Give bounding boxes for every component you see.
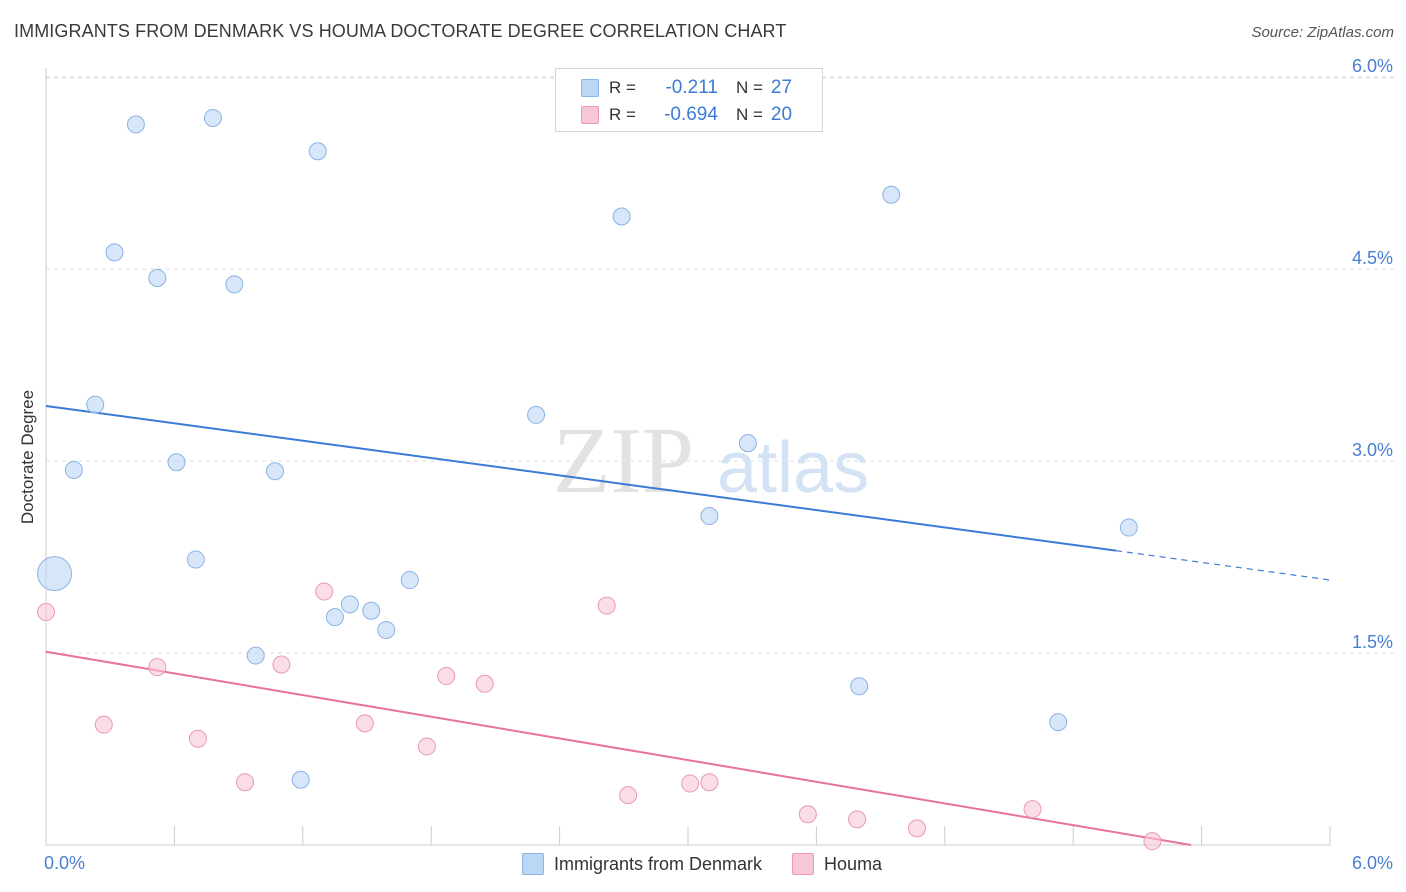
n-value: 20 [770,104,793,125]
denmark-point [700,507,719,526]
denmark-point [291,770,310,789]
houma-trend-line [45,650,1192,846]
denmark-trend-extension [1115,550,1331,581]
denmark-point [325,608,344,627]
denmark-point [1049,713,1068,732]
denmark-point [882,185,901,204]
chart-title: IMMIGRANTS FROM DENMARK VS HOUMA DOCTORA… [14,21,787,41]
houma-point [681,774,700,793]
y-tick-label: 3.0% [1352,440,1393,460]
denmark-point [126,115,145,134]
houma-point [315,582,334,601]
houma-point [437,667,456,686]
axis-layer [45,68,1331,846]
denmark-point [612,207,631,226]
denmark-point [167,453,186,472]
watermark-zip: ZIP [553,409,694,513]
trend-layer [45,404,1331,846]
n-label: N = [735,105,763,124]
legend-item-houma: Houma [792,853,882,875]
denmark-point [86,395,105,414]
houma-point [597,596,616,615]
legend-label-houma: Houma [824,853,883,874]
houma-point [619,786,638,805]
houma-point [355,714,374,733]
houma-point [94,715,113,734]
houma-point [272,655,291,674]
denmark-point [738,434,757,453]
denmark-point [203,108,222,127]
houma-point [417,737,436,756]
y-tick-label: 1.5% [1352,632,1393,652]
y-tick-label: 6.0% [1352,56,1393,76]
n-label: N = [735,78,763,97]
houma-point [700,773,719,792]
blue-swatch [522,853,544,875]
r-value: -0.694 [664,104,718,125]
denmark-point [377,620,396,639]
houma-point [1023,800,1042,819]
n-value: 27 [770,77,793,98]
denmark-point [265,462,284,481]
houma-point [1143,832,1162,851]
houma-point [188,729,207,748]
denmark-point [362,601,381,620]
houma-point [236,773,255,792]
stats-legend-row-pink: R = -0.694 N = 20 [581,104,792,126]
y-tick-label: 4.5% [1352,248,1393,268]
stats-legend: R = -0.211 N = 27 R = -0.694 N = 20 [555,68,823,132]
denmark-point [1119,518,1138,537]
chart-source: Source: ZipAtlas.com [1251,24,1394,41]
r-value: -0.211 [665,77,718,98]
pink-swatch [792,853,815,875]
denmark-point [37,556,73,592]
bottom-legend: Immigrants from Denmark Houma [522,853,882,875]
denmark-point [340,595,359,614]
r-label: R = [609,105,636,124]
legend-item-denmark: Immigrants from Denmark [522,853,762,875]
denmark-point [246,646,265,665]
denmark-trend-line [45,404,1117,552]
houma-point [848,810,867,829]
x-tick-label: 6.0% [1352,853,1393,873]
legend-label-denmark: Immigrants from Denmark [554,853,763,874]
stats-legend-row-blue: R = -0.211 N = 27 [581,77,792,99]
blue-swatch [581,79,599,97]
denmark-point [400,571,419,590]
houma-point [907,819,926,838]
grid-layer [46,76,1395,654]
pink-swatch [581,106,599,124]
houma-point [37,603,55,622]
label-layer: 1.5% 3.0% 4.5% 6.0% 0.0% 6.0% [44,56,1393,873]
denmark-point [105,243,124,262]
houma-point [475,674,494,693]
x-tick-label: 0.0% [44,853,85,873]
points-layer [37,108,1162,851]
denmark-point [527,405,546,424]
denmark-point [186,550,205,569]
denmark-point [850,677,869,696]
y-axis-label: Doctorate Degree [18,390,37,524]
denmark-point [64,460,83,479]
houma-point [798,805,817,824]
houma-point [148,658,167,677]
denmark-point [308,142,327,161]
denmark-point [148,268,167,287]
r-label: R = [609,78,636,97]
denmark-point [225,275,244,294]
